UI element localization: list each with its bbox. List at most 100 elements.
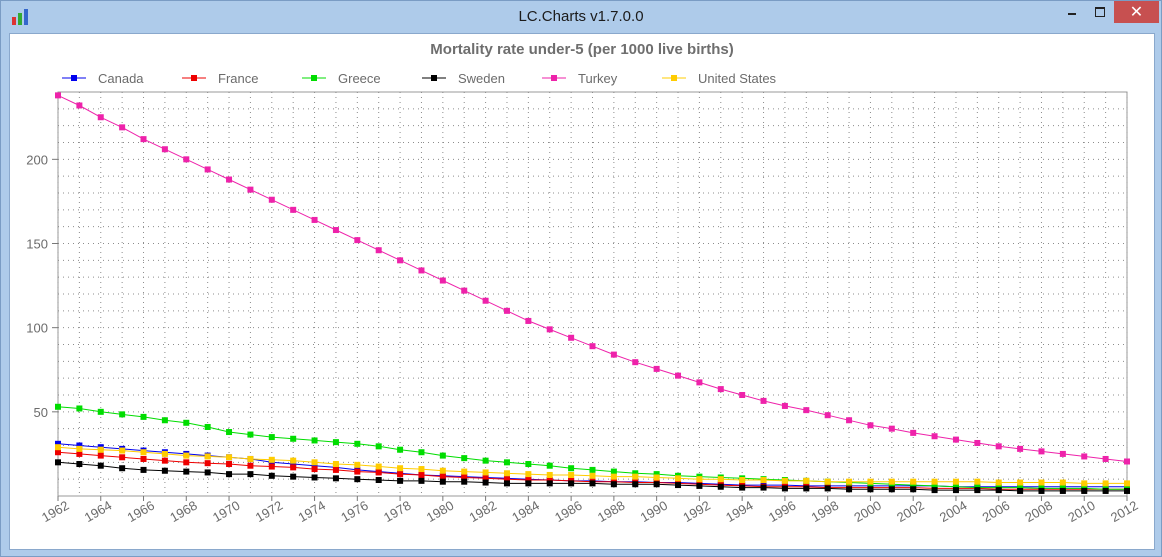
data-point bbox=[974, 478, 981, 485]
data-point bbox=[418, 477, 425, 484]
data-point bbox=[760, 477, 767, 484]
data-point bbox=[589, 472, 596, 479]
legend-swatch-marker bbox=[551, 75, 557, 81]
data-point bbox=[161, 467, 168, 474]
data-point bbox=[846, 417, 853, 424]
x-tick-label: 1984 bbox=[509, 498, 542, 525]
data-point bbox=[418, 449, 425, 456]
data-point bbox=[653, 365, 660, 372]
data-point bbox=[161, 146, 168, 153]
data-point bbox=[354, 440, 361, 447]
data-point bbox=[183, 452, 190, 459]
data-point bbox=[397, 465, 404, 472]
data-point bbox=[97, 452, 104, 459]
minimize-button[interactable] bbox=[1058, 1, 1086, 23]
data-point bbox=[354, 468, 361, 475]
data-point bbox=[867, 422, 874, 429]
y-tick-label: 150 bbox=[26, 237, 48, 252]
data-point bbox=[760, 397, 767, 404]
data-point bbox=[503, 470, 510, 477]
data-point bbox=[226, 429, 233, 436]
legend-item: Canada bbox=[62, 71, 144, 86]
data-point bbox=[568, 480, 575, 487]
data-point bbox=[332, 227, 339, 234]
data-point bbox=[995, 479, 1002, 486]
data-point bbox=[525, 461, 532, 468]
data-point bbox=[888, 478, 895, 485]
data-point bbox=[461, 474, 468, 481]
y-tick-label: 50 bbox=[34, 405, 48, 420]
data-point bbox=[525, 471, 532, 478]
data-point bbox=[525, 480, 532, 487]
data-point bbox=[290, 464, 297, 471]
x-tick-label: 2012 bbox=[1108, 498, 1141, 525]
data-point bbox=[675, 475, 682, 482]
data-point bbox=[119, 447, 126, 454]
data-point bbox=[952, 483, 959, 490]
data-point bbox=[1124, 480, 1130, 487]
x-tick-label: 2010 bbox=[1065, 498, 1098, 525]
x-tick-label: 2004 bbox=[937, 498, 970, 525]
data-point bbox=[952, 478, 959, 485]
data-point bbox=[1017, 445, 1024, 452]
data-point bbox=[846, 486, 853, 493]
maximize-button[interactable] bbox=[1086, 1, 1114, 23]
x-tick-label: 1972 bbox=[253, 498, 286, 525]
legend-swatch-marker bbox=[191, 75, 197, 81]
data-point bbox=[803, 477, 810, 484]
data-point bbox=[546, 326, 553, 333]
data-point bbox=[76, 405, 83, 412]
data-point bbox=[610, 473, 617, 480]
data-point bbox=[461, 468, 468, 475]
x-tick-label: 1982 bbox=[467, 498, 500, 525]
data-point bbox=[910, 486, 917, 493]
data-point bbox=[161, 457, 168, 464]
data-point bbox=[226, 454, 233, 461]
data-point bbox=[482, 457, 489, 464]
data-point bbox=[482, 297, 489, 304]
data-point bbox=[268, 463, 275, 470]
x-tick-label: 1968 bbox=[167, 498, 200, 525]
data-point bbox=[268, 434, 275, 441]
x-tick-label: 1962 bbox=[39, 498, 72, 525]
data-point bbox=[97, 114, 104, 121]
data-point bbox=[546, 462, 553, 469]
x-tick-label: 1966 bbox=[124, 498, 157, 525]
data-point bbox=[675, 372, 682, 379]
data-point bbox=[739, 484, 746, 491]
data-point bbox=[717, 476, 724, 483]
line-chart: Mortality rate under-5 (per 1000 live bi… bbox=[26, 41, 1141, 525]
data-point bbox=[268, 196, 275, 203]
data-point bbox=[610, 351, 617, 358]
data-point bbox=[632, 470, 639, 477]
data-point bbox=[589, 466, 596, 473]
legend-label: Sweden bbox=[458, 71, 505, 86]
series-united-states bbox=[55, 444, 1130, 487]
data-point bbox=[696, 379, 703, 386]
data-point bbox=[161, 417, 168, 424]
data-point bbox=[290, 206, 297, 213]
data-point bbox=[397, 471, 404, 478]
data-point bbox=[931, 482, 938, 489]
close-button[interactable]: ✕ bbox=[1114, 1, 1159, 23]
legend-swatch-marker bbox=[671, 75, 677, 81]
data-point bbox=[375, 247, 382, 254]
data-point bbox=[781, 477, 788, 484]
data-point bbox=[119, 454, 126, 461]
data-point bbox=[1102, 455, 1109, 462]
x-tick-label: 1974 bbox=[296, 498, 329, 525]
x-tick-label: 1978 bbox=[381, 498, 414, 525]
data-point bbox=[781, 402, 788, 409]
title-bar[interactable]: LC.Charts v1.7.0.0 ✕ bbox=[1, 1, 1161, 33]
data-point bbox=[76, 442, 83, 449]
x-tick-label: 1964 bbox=[82, 498, 115, 525]
data-point bbox=[568, 334, 575, 341]
data-point bbox=[119, 124, 126, 131]
data-point bbox=[354, 461, 361, 468]
data-point bbox=[589, 343, 596, 350]
data-point bbox=[824, 485, 831, 492]
data-point bbox=[546, 477, 553, 484]
data-point bbox=[55, 403, 61, 410]
data-point bbox=[311, 216, 318, 223]
data-point bbox=[55, 92, 61, 99]
